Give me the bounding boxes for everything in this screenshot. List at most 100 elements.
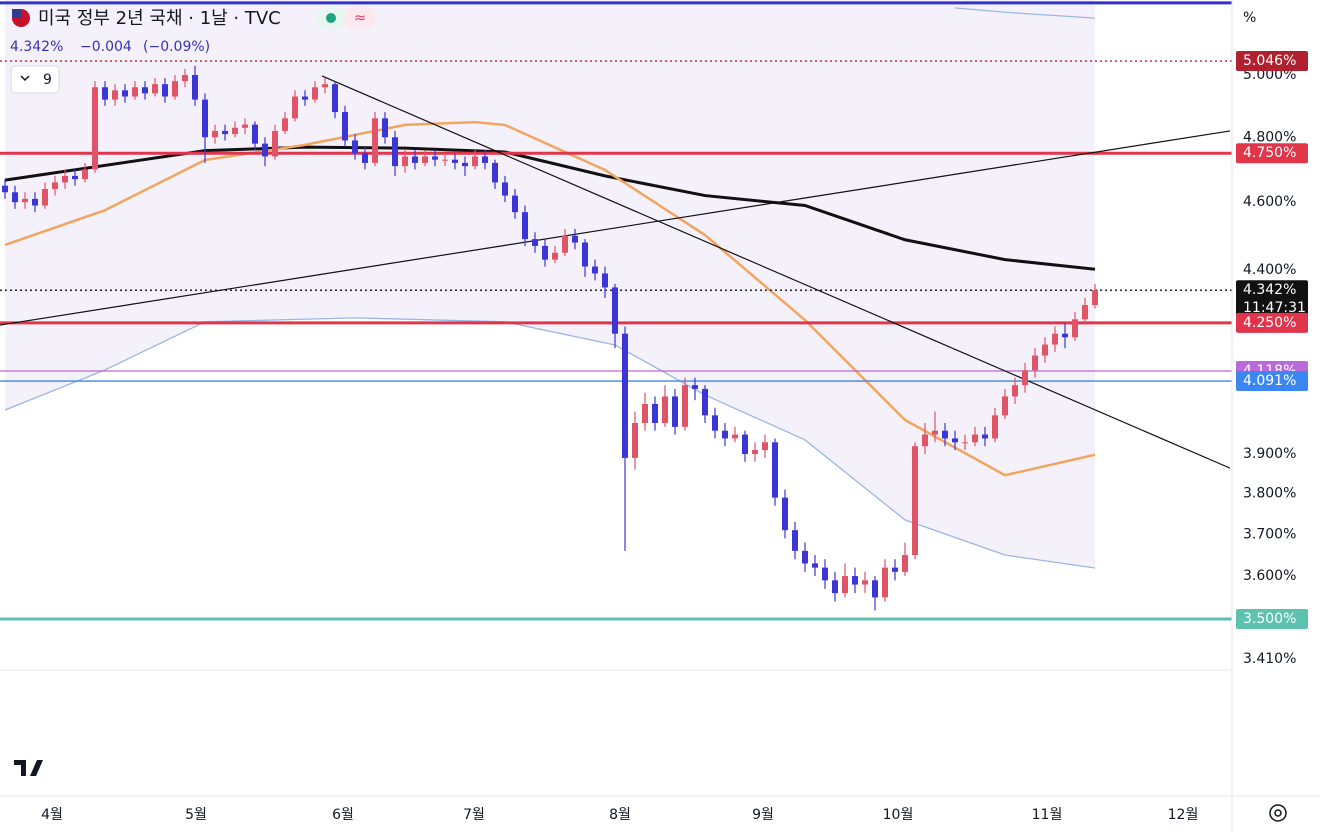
x-tick-label: 5월 — [185, 807, 207, 823]
tv-logo[interactable] — [14, 760, 43, 776]
candle-body — [442, 159, 448, 161]
candle-body — [212, 130, 218, 138]
trend-line — [321, 75, 1231, 469]
price-label-box — [1236, 280, 1308, 319]
candle-body — [772, 442, 778, 498]
candle-body — [392, 137, 398, 167]
candle-body — [762, 442, 768, 451]
candle-body — [742, 434, 748, 454]
candle-body — [962, 442, 968, 444]
candle-body — [272, 130, 278, 157]
candle-body — [722, 430, 728, 439]
price-label: 4.091% — [1243, 373, 1296, 389]
candle-body — [662, 396, 668, 424]
compare-button[interactable] — [344, 6, 376, 30]
last-price: 4.342% — [10, 39, 63, 55]
candle-body — [332, 84, 338, 113]
candle-body — [92, 87, 98, 170]
candle-body — [582, 242, 588, 267]
price-label: 4.750% — [1243, 145, 1296, 161]
y-tick-label: 3.900% — [1243, 446, 1296, 462]
x-tick-label: 4월 — [41, 807, 63, 823]
candle-body — [422, 156, 428, 163]
candle-body — [732, 434, 738, 439]
candle-body — [252, 124, 258, 144]
candle-body — [822, 567, 828, 581]
candle-body — [1, 185, 8, 193]
chevron-icon — [20, 75, 30, 82]
candle-body — [452, 159, 458, 163]
candle-body — [522, 212, 528, 240]
candle-body — [302, 96, 308, 100]
candle-body — [812, 563, 818, 568]
x-tick-label: 11월 — [1032, 807, 1063, 823]
candle-body — [72, 175, 78, 180]
y-tick-label: 3.600% — [1243, 568, 1296, 584]
candle-body — [692, 385, 698, 389]
symbol-title: 미국 정부 2년 국채 · 1날 · TVC — [38, 8, 281, 29]
price-label: 3.500% — [1243, 611, 1296, 627]
price-label-box — [1236, 371, 1308, 392]
candle-body — [882, 567, 888, 598]
candle-body — [802, 550, 808, 564]
candle-body — [992, 415, 998, 439]
candle-body — [792, 530, 798, 551]
candle-body — [552, 252, 558, 260]
candle-body — [572, 235, 578, 243]
candle-body — [652, 403, 658, 424]
price-label: 4.342% — [1243, 282, 1296, 298]
candle-body — [922, 434, 928, 447]
candle-body — [382, 118, 388, 138]
y-tick-label: 3.410% — [1243, 651, 1296, 667]
price-label: 5.046% — [1243, 53, 1296, 69]
candle-body — [1032, 355, 1038, 371]
candle-body — [602, 273, 608, 288]
indicator-line — [954, 7, 1096, 19]
candle-body — [1012, 385, 1018, 397]
y-tick-label: 4.600% — [1243, 194, 1296, 210]
candle-body — [132, 87, 138, 97]
candle-body — [222, 130, 228, 135]
candle-body — [952, 438, 958, 443]
candle-body — [202, 99, 208, 138]
candle-body — [362, 153, 368, 163]
candle-body — [912, 446, 918, 556]
x-tick-label: 8월 — [609, 807, 631, 823]
candle-body — [502, 182, 508, 196]
plot-area — [0, 0, 1232, 621]
candle-body — [972, 434, 978, 443]
candle-body — [902, 555, 908, 572]
candle-body — [532, 239, 538, 246]
candle-body — [472, 156, 478, 167]
compare-icon: ≈ — [354, 9, 367, 27]
candle-body — [32, 198, 38, 206]
flag-canton — [12, 9, 21, 18]
candle-body — [622, 333, 628, 458]
y-tick-label: 4.800% — [1243, 129, 1296, 145]
candle-body — [1082, 305, 1088, 320]
candle-body — [482, 156, 488, 163]
candle-body — [432, 156, 438, 160]
candle-body — [672, 396, 678, 427]
header: 미국 정부 2년 국채 · 1날 · TVC ≈ 4.342% −0.004 (… — [10, 6, 376, 94]
candle-body — [122, 90, 128, 97]
candle-body — [152, 84, 158, 94]
candle-body — [842, 576, 848, 594]
y-tick-label: 4.400% — [1243, 262, 1296, 278]
candle-body — [462, 162, 468, 167]
candle-body — [612, 287, 618, 334]
candle-body — [12, 192, 18, 203]
price-change-pct: (−0.09%) — [143, 39, 210, 55]
candle-body — [1042, 344, 1048, 356]
candle-body — [702, 388, 708, 416]
candle-body — [1072, 319, 1078, 338]
candle-body — [752, 450, 758, 454]
indicators-count: 9 — [43, 72, 52, 88]
candle-body — [282, 118, 288, 131]
candle-body — [52, 182, 58, 189]
candle-body — [412, 156, 418, 163]
settings-button[interactable] — [1269, 804, 1287, 822]
indicators-toggle[interactable] — [10, 65, 60, 94]
candle-body — [932, 430, 938, 435]
